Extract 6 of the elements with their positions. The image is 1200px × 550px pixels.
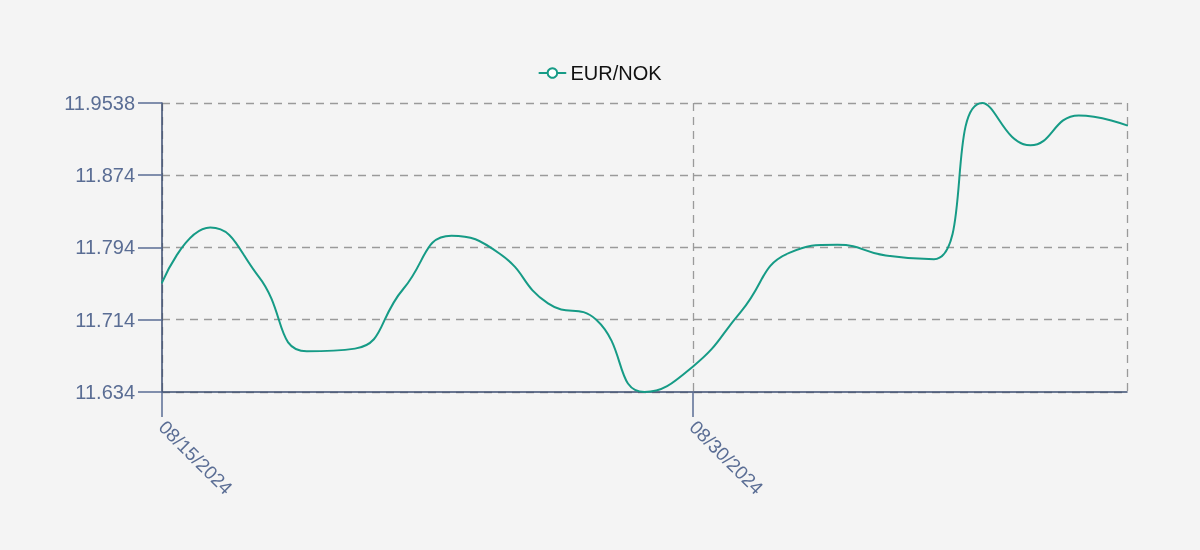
y-tick-label: 11.714 bbox=[75, 308, 135, 331]
y-tick-label: 11.634 bbox=[75, 381, 135, 403]
y-tick-label: 11.874 bbox=[75, 164, 135, 187]
y-tick-label: 11.794 bbox=[75, 236, 135, 259]
y-tick-label: 11.9538 bbox=[64, 92, 135, 114]
legend-label: EUR/NOK bbox=[570, 62, 663, 84]
